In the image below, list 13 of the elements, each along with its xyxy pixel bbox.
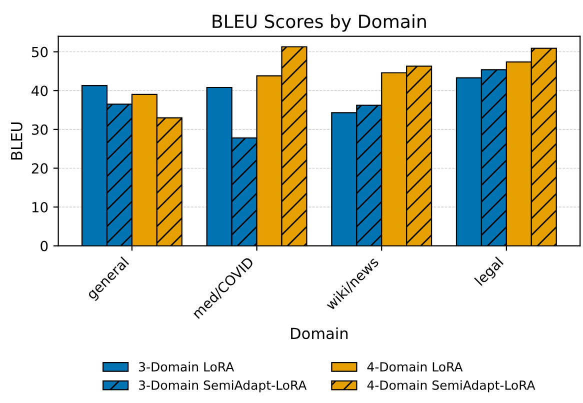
x-axis-title: Domain [291, 327, 348, 340]
y-tick-label: 0 [40, 240, 48, 252]
legend-label: 3-Domain SemiAdapt-LoRA [139, 380, 307, 392]
y-tick-label: 30 [32, 124, 48, 135]
chart-title: BLEU Scores by Domain [212, 14, 426, 32]
y-tick-label: 40 [32, 86, 48, 96]
legend-label: 3-Domain LoRA [139, 362, 234, 372]
y-tick-label: 50 [32, 46, 48, 58]
legend-label: 4-Domain LoRA [367, 362, 463, 372]
legend-label: 4-Domain SemiAdapt-LoRA [367, 380, 536, 392]
y-tick-label: 20 [32, 163, 48, 174]
y-axis-title: BLEU [11, 122, 22, 160]
y-tick-label: 10 [32, 202, 48, 212]
